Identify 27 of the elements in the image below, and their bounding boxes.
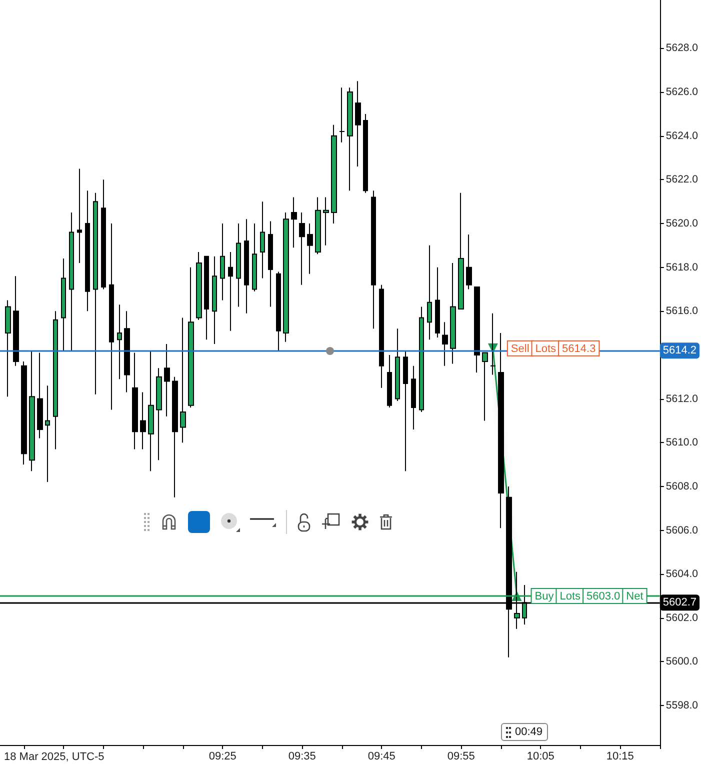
x-tick-label: 09:25 — [208, 750, 236, 762]
x-tick-label: 10:15 — [606, 750, 634, 762]
y-tick-label: 5606.0 — [666, 524, 698, 536]
y-tick-label: 5612.0 — [666, 392, 698, 405]
x-tick-label: 09:55 — [447, 750, 475, 762]
x-tick-label: 10:05 — [526, 750, 554, 762]
y-tick-label: 5618.0 — [666, 261, 698, 274]
y-tick-label: 5626.0 — [666, 86, 698, 98]
y-tick-label: 5600.0 — [666, 656, 698, 668]
y-tick-label: 5628.0 — [666, 42, 698, 54]
y-tick-label: 5598.0 — [666, 700, 698, 712]
ref-line-label: 5614.2 — [662, 344, 697, 357]
y-tick-label: 5604.0 — [666, 568, 698, 580]
ref-line-label: 5602.7 — [662, 596, 697, 609]
y-tick-label: 5622.0 — [666, 174, 698, 186]
y-tick-label: 5610.0 — [666, 436, 698, 449]
y-tick-label: 5616.0 — [666, 305, 698, 318]
y-tick-label: 5608.0 — [666, 480, 698, 492]
x-axis-title: 18 Mar 2025, UTC-5 — [4, 751, 104, 763]
y-tick-label: 5602.0 — [666, 612, 698, 624]
y-tick-label: 5620.0 — [666, 218, 698, 230]
x-tick-label: 09:45 — [368, 750, 396, 762]
annotation: Sell Lots 5614.3 — [510, 342, 596, 355]
y-tick-label: 5624.0 — [666, 130, 698, 142]
annotation: 00:49 — [515, 725, 543, 739]
x-tick-label: 09:35 — [288, 750, 316, 762]
annotation: Buy Lots 5603.0 Net — [534, 590, 644, 602]
